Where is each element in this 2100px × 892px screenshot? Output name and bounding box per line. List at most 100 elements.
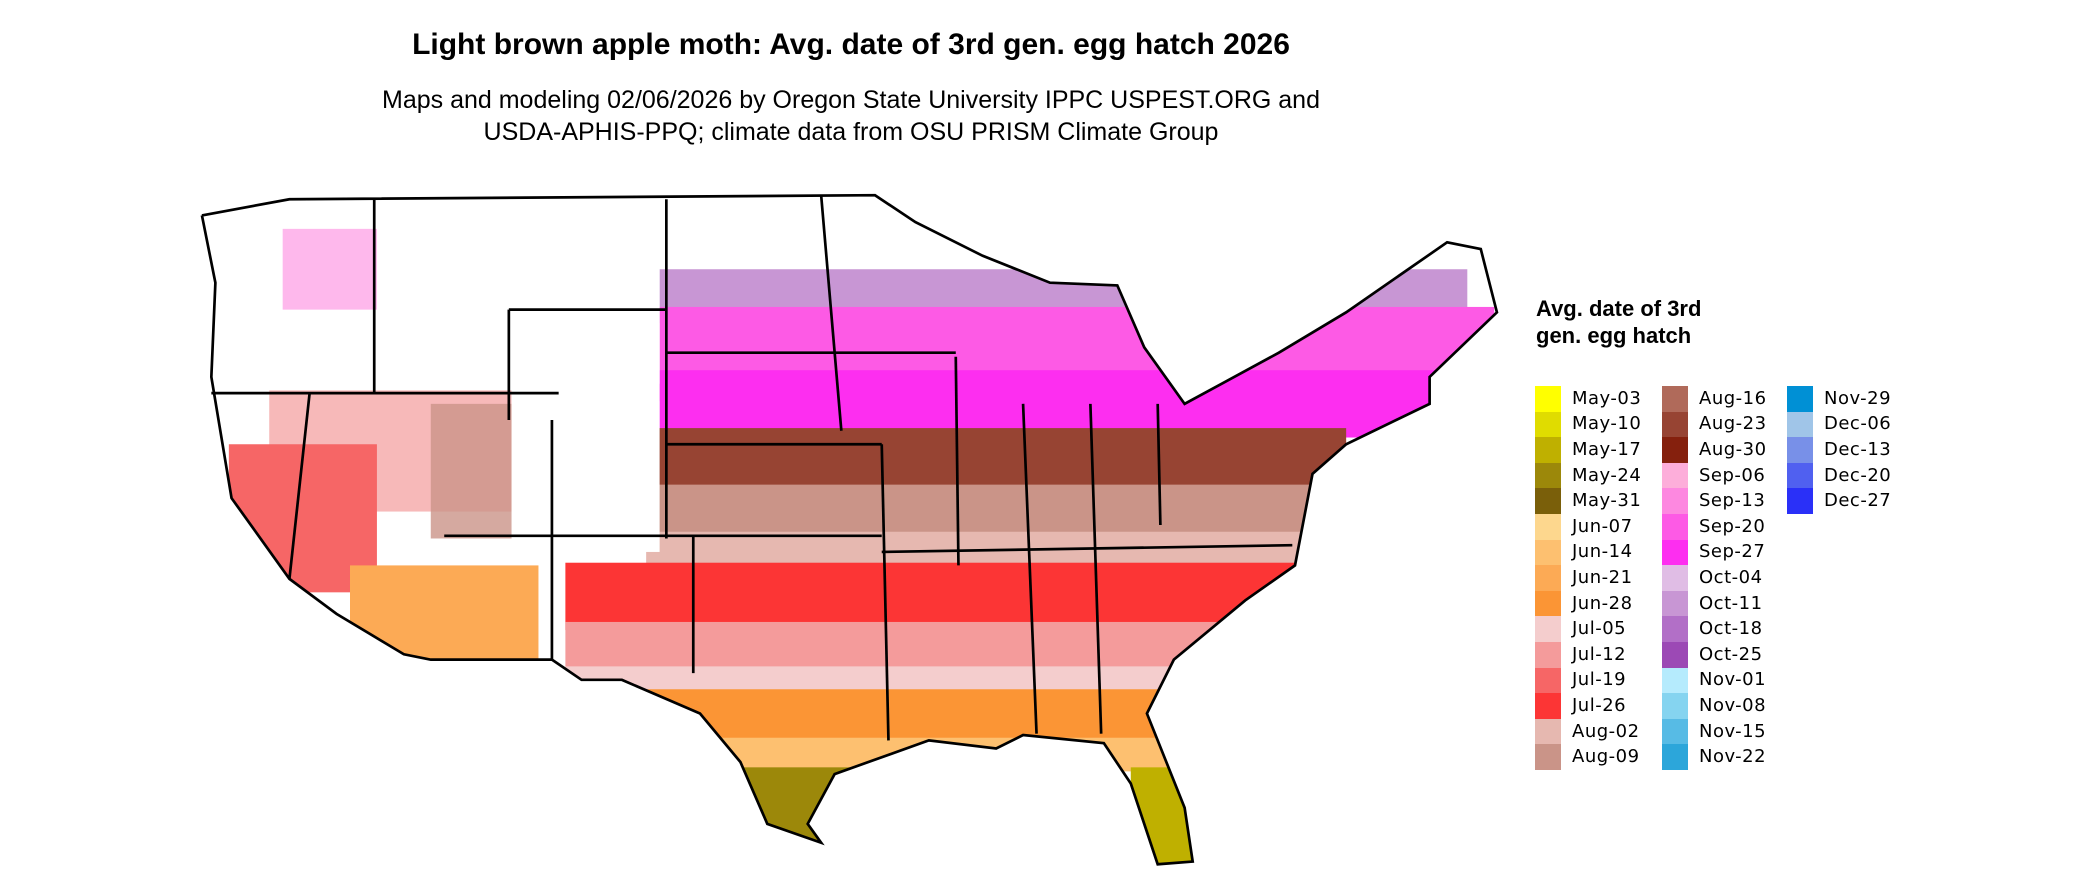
legend-item: Dec-27 [1787, 488, 1912, 514]
legend-swatch [1662, 693, 1688, 719]
legend-swatch [1662, 590, 1688, 617]
legend-label: Aug-09 [1572, 746, 1640, 768]
legend-label: Nov-08 [1699, 694, 1767, 716]
legend-swatch [1662, 539, 1688, 566]
legend-label: Sep-27 [1699, 541, 1766, 563]
state-borders [200, 193, 1499, 866]
legend-swatch [1662, 488, 1688, 514]
legend-item: May-24 [1535, 462, 1660, 489]
legend-swatch [1535, 462, 1561, 489]
legend-item: Jul-05 [1535, 616, 1660, 642]
legend-item: Dec-20 [1787, 462, 1912, 489]
legend-swatch [1535, 539, 1561, 566]
legend-label: Jul-05 [1572, 618, 1627, 640]
legend-swatch [1787, 437, 1813, 463]
legend-swatch [1787, 386, 1813, 412]
legend-label: May-10 [1572, 413, 1642, 435]
legend-item: Nov-29 [1787, 386, 1912, 412]
legend-swatch [1662, 667, 1688, 694]
legend-item: Aug-16 [1662, 386, 1787, 412]
legend-item: Nov-15 [1662, 718, 1787, 745]
legend-item: Jul-19 [1535, 667, 1660, 694]
legend-item: Jul-26 [1535, 693, 1660, 719]
legend-label: Jun-28 [1572, 592, 1633, 614]
legend-label: May-24 [1572, 464, 1642, 486]
legend-swatch [1535, 411, 1561, 438]
legend-label: Nov-15 [1699, 720, 1767, 742]
legend-item: Sep-13 [1662, 488, 1787, 514]
legend-item: Dec-06 [1787, 411, 1912, 438]
legend-item: Aug-02 [1535, 718, 1660, 745]
legend-swatch [1662, 744, 1688, 770]
subtitle-line-2: USDA-APHIS-PPQ; climate data from OSU PR… [483, 118, 1219, 146]
legend-title: Avg. date of 3rd gen. egg hatch [1536, 296, 1702, 348]
band-aug-light [646, 484, 1320, 539]
subtitle-line-1: Maps and modeling 02/06/2026 by Oregon S… [382, 86, 1320, 114]
legend-swatch [1535, 667, 1561, 694]
legend-label: May-17 [1572, 438, 1642, 460]
legend-swatch [1662, 386, 1688, 412]
legend-item: Sep-27 [1662, 539, 1787, 566]
legend-label: Jul-19 [1572, 669, 1627, 691]
legend-swatch [1787, 488, 1813, 514]
legend-label: Aug-02 [1572, 720, 1640, 742]
legend-swatch [1662, 565, 1688, 591]
legend-item: Jul-12 [1535, 642, 1660, 668]
band-az-orange [350, 565, 539, 660]
legend-item: Dec-13 [1787, 437, 1912, 463]
legend-item: Jun-14 [1535, 539, 1660, 566]
legend-item: Nov-22 [1662, 744, 1787, 770]
legend-label: Sep-06 [1699, 464, 1766, 486]
band-co-white [511, 309, 660, 552]
legend-label: Oct-11 [1699, 592, 1763, 614]
legend-item: Aug-09 [1535, 744, 1660, 770]
legend-label: Sep-13 [1699, 490, 1766, 512]
legend-item: Aug-30 [1662, 437, 1787, 463]
legend-swatch [1535, 514, 1561, 540]
legend-swatch [1535, 718, 1561, 745]
legend-label: Oct-04 [1699, 566, 1763, 588]
legend: May-03 May-10 May-17 May-24 May-31 Jun-07 Jun-… [1535, 386, 1955, 776]
legend-swatch [1662, 616, 1688, 642]
legend-item: Oct-11 [1662, 590, 1787, 617]
legend-item: Jun-07 [1535, 514, 1660, 540]
legend-item: Jun-28 [1535, 590, 1660, 617]
legend-item: Sep-20 [1662, 514, 1787, 540]
legend-swatch [1662, 411, 1688, 438]
legend-swatch [1787, 462, 1813, 489]
legend-label: Oct-25 [1699, 643, 1763, 665]
legend-label: Nov-29 [1824, 387, 1892, 409]
legend-item: May-17 [1535, 437, 1660, 463]
legend-label: Jun-21 [1572, 566, 1633, 588]
legend-swatch [1662, 462, 1688, 489]
legend-label: Jul-26 [1572, 694, 1627, 716]
chart-subtitle: Maps and modeling 02/06/2026 by Oregon S… [0, 84, 1702, 148]
legend-item: Oct-25 [1662, 642, 1787, 668]
band-sep2 [659, 370, 1468, 438]
legend-label: Dec-06 [1824, 413, 1892, 435]
legend-label: Dec-20 [1824, 464, 1892, 486]
legend-item: Nov-08 [1662, 693, 1787, 719]
band-jul26 [565, 562, 1306, 631]
legend-label: Sep-20 [1699, 515, 1766, 537]
legend-swatch [1535, 488, 1561, 514]
legend-swatch [1535, 642, 1561, 668]
legend-swatch [1662, 642, 1688, 668]
legend-swatch [1662, 514, 1688, 540]
legend-item: Oct-04 [1662, 565, 1787, 591]
legend-label: Nov-22 [1699, 746, 1767, 768]
chart-title: Light brown apple moth: Avg. date of 3rd… [412, 28, 1290, 61]
legend-item: May-31 [1535, 488, 1660, 514]
legend-item: Aug-23 [1662, 411, 1787, 438]
legend-swatch [1787, 411, 1813, 438]
legend-swatch [1535, 693, 1561, 719]
legend-label: Jul-12 [1572, 643, 1627, 665]
legend-label: Dec-27 [1824, 490, 1892, 512]
legend-label: Aug-23 [1699, 413, 1767, 435]
legend-item: Nov-01 [1662, 667, 1787, 694]
legend-swatch [1535, 437, 1561, 463]
legend-label: Aug-30 [1699, 438, 1767, 460]
legend-label: Nov-01 [1699, 669, 1767, 691]
legend-item: Oct-18 [1662, 616, 1787, 642]
